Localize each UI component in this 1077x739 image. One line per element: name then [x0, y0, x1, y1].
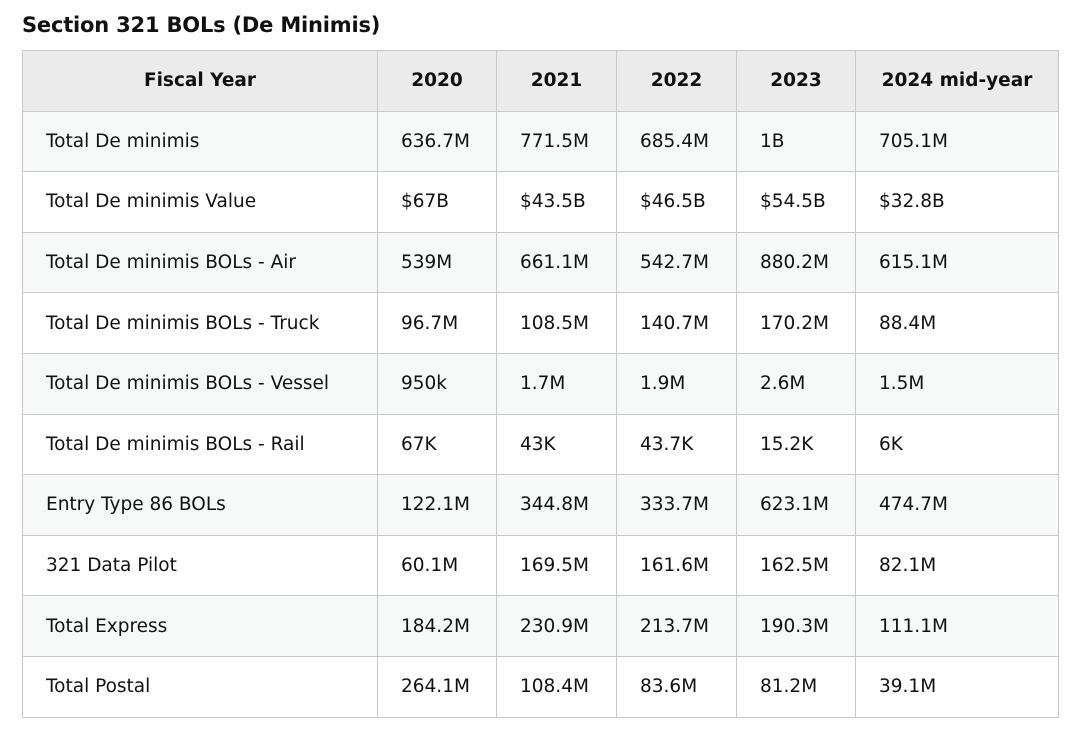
cell-2024-mid-year: 615.1M [855, 231, 1059, 294]
cell-2021: 1.7M [496, 352, 617, 415]
cell-2023: 15.2K [736, 413, 856, 476]
cell-2022: 140.7M [616, 292, 737, 354]
cell-2023: 1B [736, 110, 856, 173]
row-label: Total Postal [22, 655, 378, 718]
de-minimis-table: Fiscal Year 2020 2021 2022 2023 2024 mid… [22, 50, 1059, 718]
cell-2021: 43K [496, 413, 617, 476]
cell-2021: 230.9M [496, 595, 617, 657]
header-2023: 2023 [736, 50, 856, 112]
cell-2024-mid-year: 705.1M [855, 110, 1059, 173]
cell-2023: 623.1M [736, 474, 856, 536]
cell-2022: 333.7M [616, 474, 737, 536]
cell-2022: 161.6M [616, 534, 737, 597]
header-row: Fiscal Year 2020 2021 2022 2023 2024 mid… [22, 50, 1059, 112]
cell-2023: 170.2M [736, 292, 856, 354]
cell-2020: 122.1M [377, 474, 497, 536]
row-label: Entry Type 86 BOLs [22, 474, 378, 536]
row-label: Total Express [22, 595, 378, 657]
cell-2022: 685.4M [616, 110, 737, 173]
cell-2023: 162.5M [736, 534, 856, 597]
table-body: Total De minimis 636.7M 771.5M 685.4M 1B 705.… [22, 110, 1059, 718]
table-row: 321 Data Pilot 60.1M 169.5M 161.6M 162.5M 82.… [22, 534, 1059, 597]
cell-2024-mid-year: $32.8B [855, 171, 1059, 233]
table-header: Fiscal Year 2020 2021 2022 2023 2024 mid… [22, 50, 1059, 112]
cell-2023: 880.2M [736, 231, 856, 294]
cell-2023: 190.3M [736, 595, 856, 657]
document: Section 321 BOLs (De Minimis) Fiscal Yea… [22, 0, 1059, 718]
row-label: 321 Data Pilot [22, 534, 378, 597]
cell-2024-mid-year: 474.7M [855, 474, 1059, 536]
row-label: Total De minimis BOLs - Rail [22, 413, 378, 476]
cell-2024-mid-year: 88.4M [855, 292, 1059, 354]
table-title: Section 321 BOLs (De Minimis) [22, 13, 381, 37]
cell-2023: $54.5B [736, 171, 856, 233]
header-2024-mid-year: 2024 mid-year [855, 50, 1059, 112]
table-row: Total De minimis Value $67B $43.5B $46.5B $5… [22, 171, 1059, 233]
cell-2020: 67K [377, 413, 497, 476]
table-row: Entry Type 86 BOLs 122.1M 344.8M 333.7M 623.… [22, 474, 1059, 536]
cell-2021: 108.5M [496, 292, 617, 354]
cell-2022: $46.5B [616, 171, 737, 233]
row-label: Total De minimis BOLs - Vessel [22, 352, 378, 415]
cell-2024-mid-year: 82.1M [855, 534, 1059, 597]
cell-2021: 169.5M [496, 534, 617, 597]
table-row: Total De minimis BOLs - Truck 96.7M 108.5M… [22, 292, 1059, 354]
cell-2022: 1.9M [616, 352, 737, 415]
header-fiscal-year: Fiscal Year [22, 50, 378, 112]
cell-2020: 264.1M [377, 655, 497, 718]
table-row: Total De minimis BOLs - Air 539M 661.1M 542… [22, 231, 1059, 294]
cell-2022: 43.7K [616, 413, 737, 476]
cell-2020: 636.7M [377, 110, 497, 173]
cell-2024-mid-year: 1.5M [855, 352, 1059, 415]
cell-2024-mid-year: 39.1M [855, 655, 1059, 718]
row-label: Total De minimis BOLs - Air [22, 231, 378, 294]
cell-2020: $67B [377, 171, 497, 233]
cell-2020: 950k [377, 352, 497, 415]
cell-2021: $43.5B [496, 171, 617, 233]
cell-2021: 344.8M [496, 474, 617, 536]
cell-2022: 213.7M [616, 595, 737, 657]
row-label: Total De minimis Value [22, 171, 378, 233]
header-2020: 2020 [377, 50, 497, 112]
table-row: Total De minimis 636.7M 771.5M 685.4M 1B 705.… [22, 110, 1059, 173]
cell-2021: 108.4M [496, 655, 617, 718]
cell-2021: 661.1M [496, 231, 617, 294]
header-2021: 2021 [496, 50, 617, 112]
header-2022: 2022 [616, 50, 737, 112]
cell-2022: 542.7M [616, 231, 737, 294]
cell-2024-mid-year: 6K [855, 413, 1059, 476]
row-label: Total De minimis [22, 110, 378, 173]
cell-2020: 539M [377, 231, 497, 294]
table-row: Total Express 184.2M 230.9M 213.7M 190.3M 111… [22, 595, 1059, 657]
cell-2022: 83.6M [616, 655, 737, 718]
cell-2020: 184.2M [377, 595, 497, 657]
cell-2023: 2.6M [736, 352, 856, 415]
cell-2020: 96.7M [377, 292, 497, 354]
table-row: Total De minimis BOLs - Vessel 950k 1.7M 1.… [22, 352, 1059, 415]
row-label: Total De minimis BOLs - Truck [22, 292, 378, 354]
cell-2023: 81.2M [736, 655, 856, 718]
cell-2020: 60.1M [377, 534, 497, 597]
table-row: Total De minimis BOLs - Rail 67K 43K 43.7K 1… [22, 413, 1059, 476]
table-row: Total Postal 264.1M 108.4M 83.6M 81.2M 39.1M [22, 655, 1059, 718]
cell-2024-mid-year: 111.1M [855, 595, 1059, 657]
cell-2021: 771.5M [496, 110, 617, 173]
